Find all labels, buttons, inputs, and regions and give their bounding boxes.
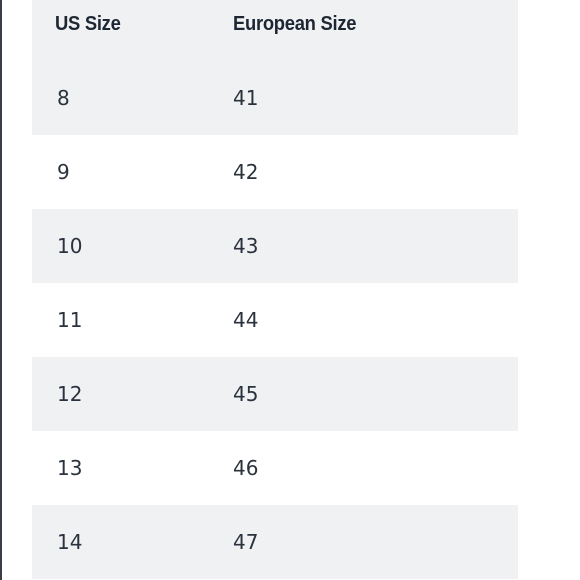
- european-size-cell: 43: [233, 234, 259, 258]
- table-row: 11 44: [32, 283, 518, 357]
- table-row: 13 46: [32, 431, 518, 505]
- table-row: 12 45: [32, 357, 518, 431]
- european-size-cell: 45: [233, 382, 259, 406]
- us-size-cell: 13: [57, 456, 83, 480]
- table-body: 8 41 9 42 10 43 11 44 12 45 13 46 14 47: [32, 61, 518, 579]
- european-size-cell: 42: [233, 160, 259, 184]
- size-conversion-table: US Size European Size 8 41 9 42 10 43 11…: [32, 0, 518, 579]
- us-size-cell: 12: [57, 382, 83, 406]
- european-size-cell: 41: [233, 86, 259, 110]
- us-size-cell: 10: [57, 234, 83, 258]
- table-header: US Size European Size: [32, 0, 518, 61]
- table-row: 10 43: [32, 209, 518, 283]
- left-border: [0, 0, 2, 580]
- table-row: 8 41: [32, 61, 518, 135]
- table-row: 9 42: [32, 135, 518, 209]
- european-size-cell: 47: [233, 530, 259, 554]
- us-size-cell: 14: [57, 530, 83, 554]
- us-size-cell: 8: [57, 86, 70, 110]
- us-size-header: US Size: [55, 12, 121, 35]
- us-size-cell: 9: [57, 160, 70, 184]
- european-size-header: European Size: [233, 12, 357, 35]
- table-row: 14 47: [32, 505, 518, 579]
- us-size-cell: 11: [57, 308, 83, 332]
- header-row: US Size European Size: [32, 0, 518, 61]
- european-size-cell: 44: [233, 308, 259, 332]
- european-size-cell: 46: [233, 456, 259, 480]
